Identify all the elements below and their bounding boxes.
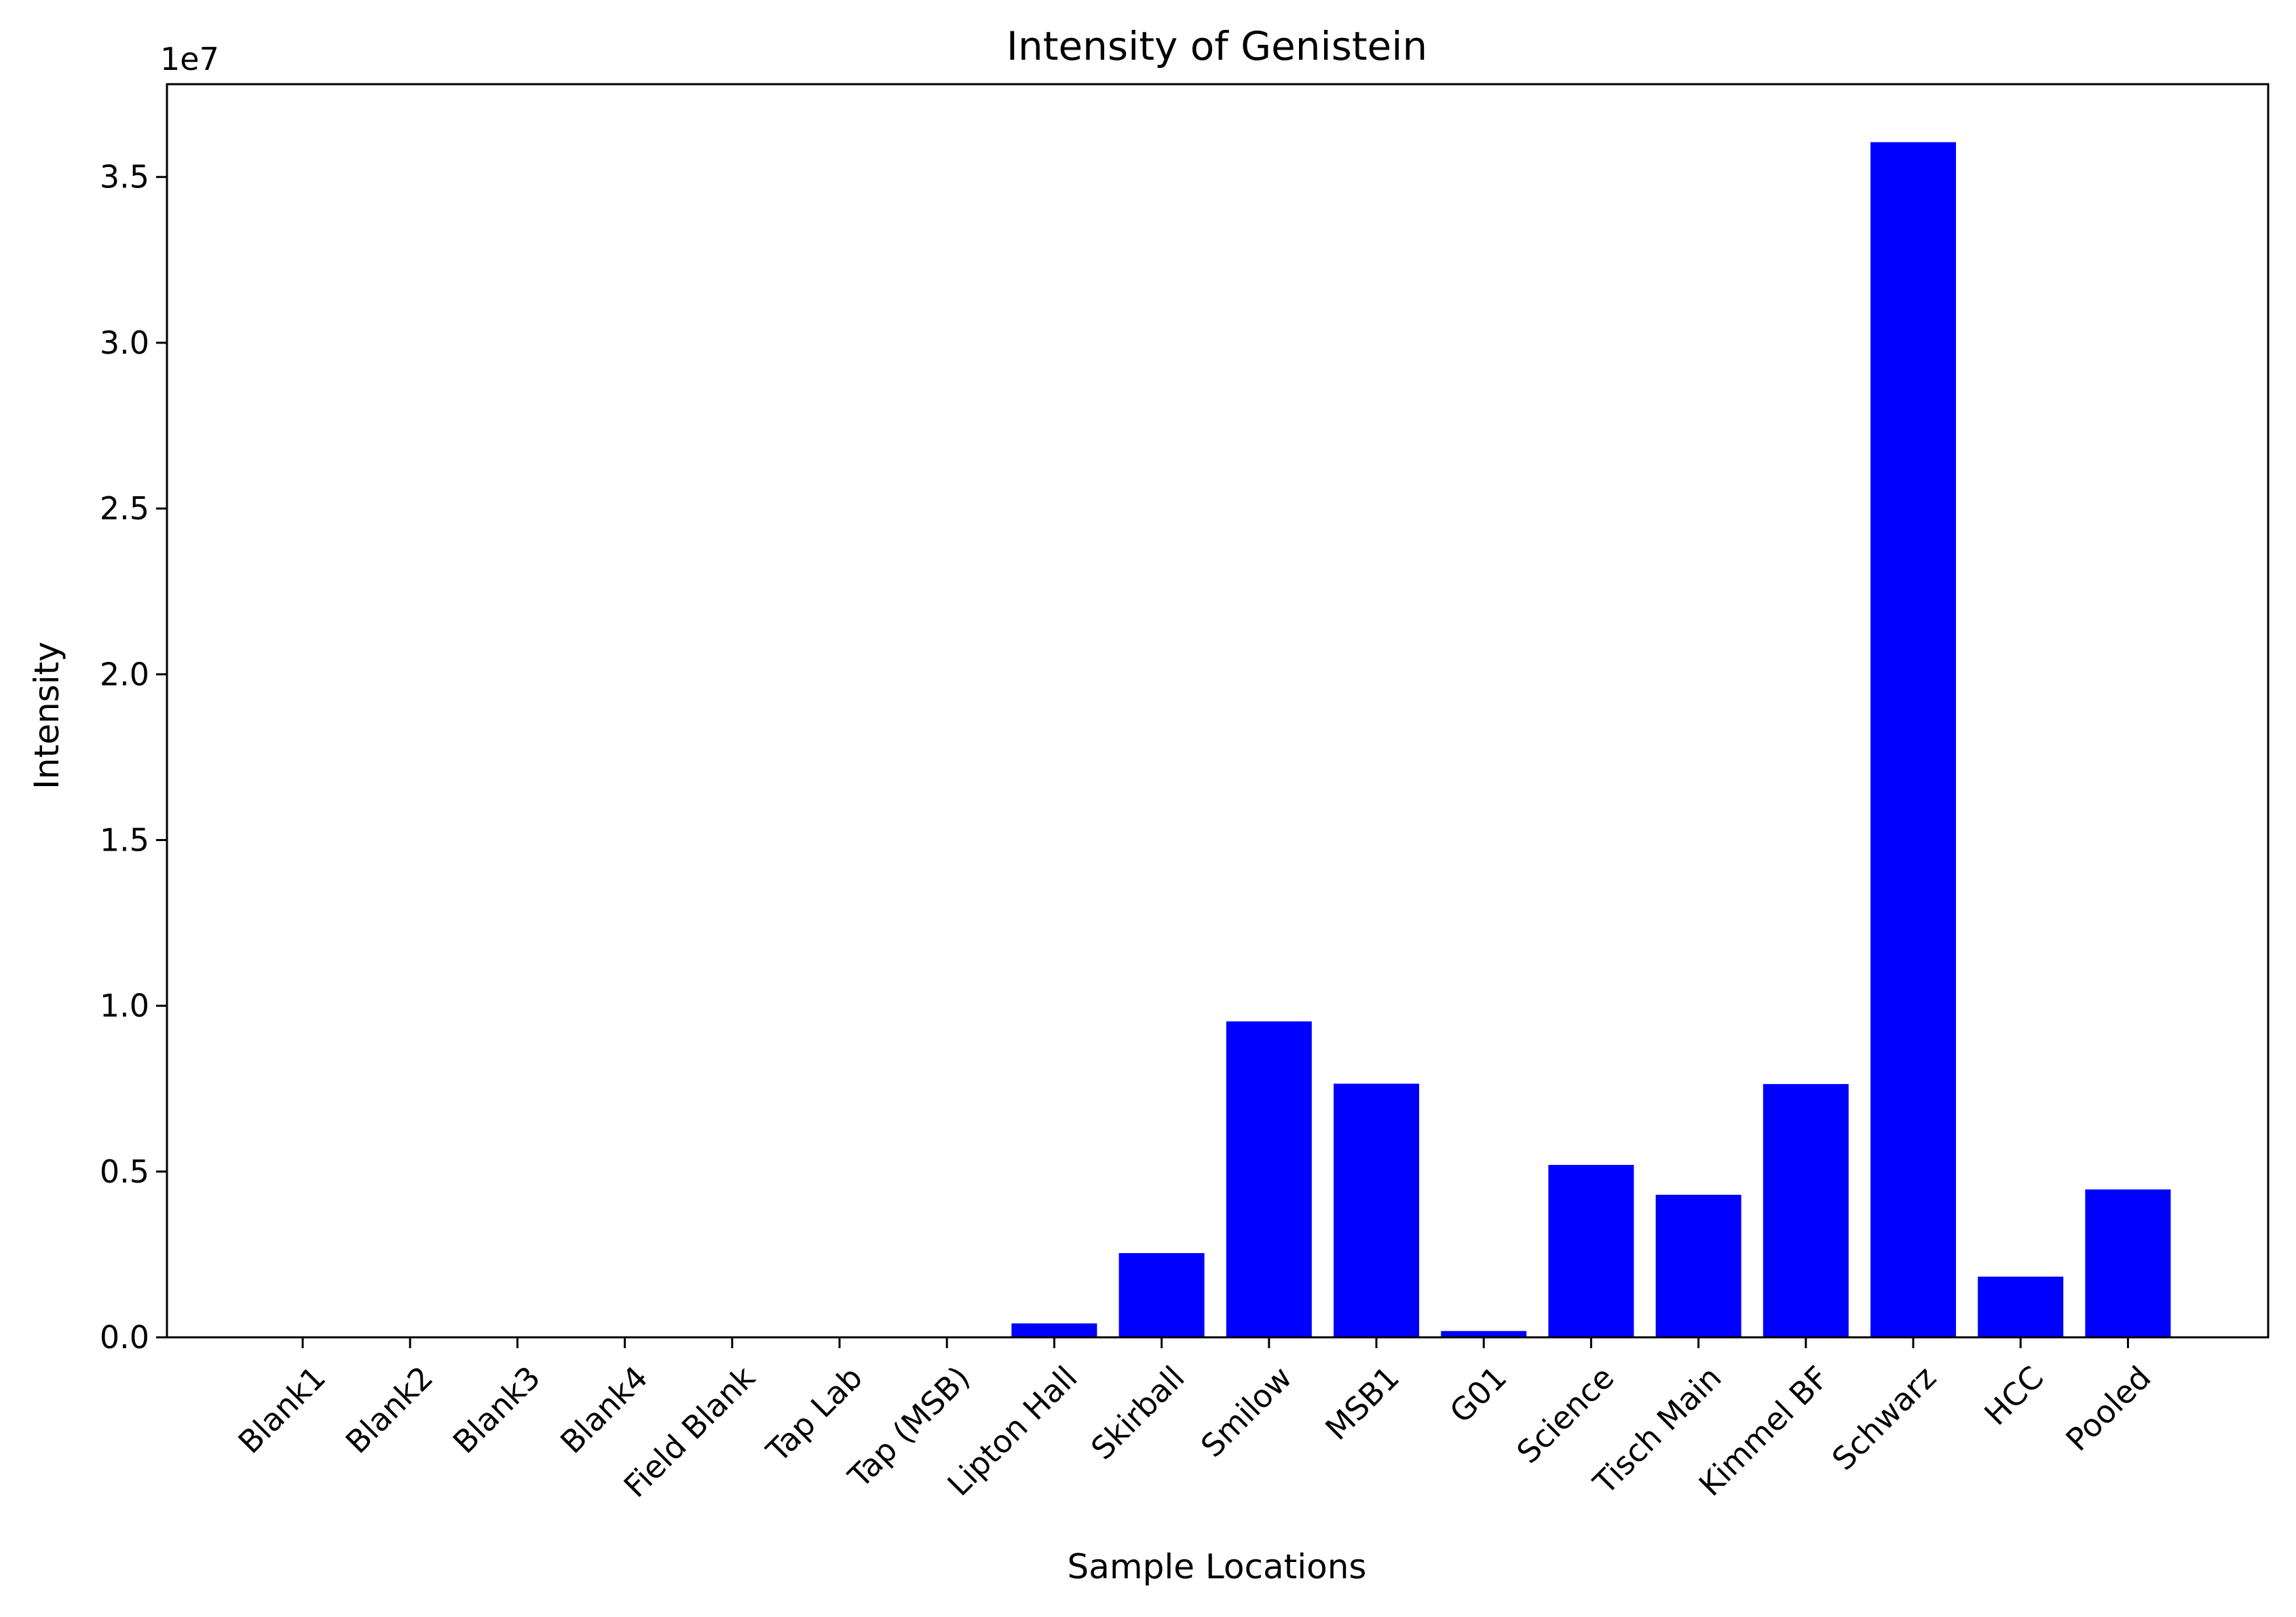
y-tick-label: 1.5 <box>100 821 149 858</box>
bar-science <box>1548 1165 1634 1337</box>
bar-smilow <box>1226 1021 1312 1337</box>
x-tick-label: Blank2 <box>339 1359 440 1461</box>
bar-schwarz <box>1870 142 1956 1337</box>
y-tick-label: 2.0 <box>100 656 149 692</box>
x-tick-label: Blank3 <box>446 1359 548 1461</box>
x-tick-label: Pooled <box>2058 1359 2158 1458</box>
y-tick-label: 3.0 <box>100 324 149 361</box>
bar-skirball <box>1118 1252 1205 1337</box>
y-offset-label: 1e7 <box>160 41 219 77</box>
bar-tisch-main <box>1655 1195 1742 1337</box>
chart-title: Intensity of Genistein <box>1006 23 1427 69</box>
bar-pooled <box>2085 1189 2171 1337</box>
bar-lipton-hall <box>1011 1323 1097 1337</box>
x-axis-label: Sample Locations <box>1068 1547 1367 1586</box>
y-tick-label: 1.0 <box>100 988 149 1024</box>
y-axis-label: Intensity <box>27 642 67 789</box>
y-tick-label: 0.0 <box>100 1319 149 1356</box>
bar-kimmel-bf <box>1763 1083 1849 1337</box>
plot-frame <box>166 83 2270 1339</box>
x-tick-label: MSB1 <box>1318 1359 1406 1447</box>
y-tick-label: 2.5 <box>100 490 149 527</box>
x-tick-label: G01 <box>1443 1359 1514 1430</box>
x-tick-label: Blank4 <box>553 1359 655 1461</box>
bar-g01 <box>1441 1331 1527 1337</box>
x-tick-label: Skirball <box>1084 1359 1192 1467</box>
bar-hcc <box>1978 1276 2064 1337</box>
y-tick-label: 3.5 <box>100 159 149 196</box>
x-tick-label: Tap Lab <box>759 1359 869 1470</box>
y-tick-label: 0.5 <box>100 1153 149 1190</box>
bar-msb1 <box>1334 1083 1419 1337</box>
x-tick-label: Smilow <box>1194 1359 1299 1464</box>
x-tick-label: Science <box>1509 1359 1621 1470</box>
y-ticks: 0.0 0.5 1.0 1.5 2.0 2.5 3.0 3.5 <box>100 159 167 1356</box>
x-tick-label: Schwarz <box>1825 1359 1943 1477</box>
x-tick-label: HCC <box>1977 1359 2050 1432</box>
x-tick-label: Blank1 <box>231 1359 333 1461</box>
bars-layer <box>1011 142 2171 1337</box>
